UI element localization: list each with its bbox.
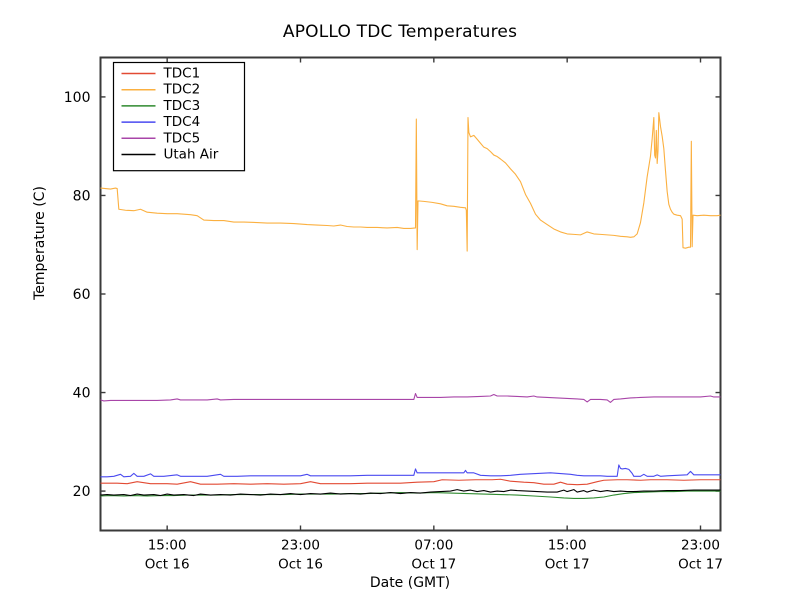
x-axis-ticks: 15:00 Oct 16 23:00 Oct 16 07:00 Oct 17 15:00 Oc…: [145, 57, 723, 573]
data-series-group: [100, 112, 721, 500]
y-tick-label: 80: [73, 188, 91, 204]
x-tick-date-label: Oct 17: [678, 557, 723, 573]
y-axis-ticks: 20 40 60 80 100: [64, 90, 721, 500]
series-line-tdc4: [100, 464, 721, 478]
x-tick-date-label: Oct 17: [411, 557, 456, 573]
series-line-tdc5: [100, 392, 721, 403]
x-tick-time-label: 07:00: [414, 538, 453, 554]
x-tick-date-label: Oct 16: [145, 557, 190, 573]
legend-label-tdc4: TDC4: [163, 114, 201, 130]
series-line-utah-air: [100, 489, 721, 497]
y-tick-label: 60: [73, 287, 91, 303]
x-tick-time-label: 23:00: [281, 538, 320, 554]
y-tick-label: 40: [73, 386, 91, 402]
x-axis-label: Date (GMT): [369, 575, 451, 591]
y-tick-label: 20: [73, 484, 91, 500]
series-line-tdc2: [100, 112, 721, 252]
x-tick-time-label: 15:00: [148, 538, 187, 554]
x-tick-time-label: 15:00: [548, 538, 587, 554]
legend-label-tdc3: TDC3: [163, 98, 201, 114]
x-tick-time-label: 23:00: [681, 538, 720, 554]
legend-label-utah-air: Utah Air: [164, 147, 219, 163]
series-line-tdc1: [100, 478, 721, 486]
legend-label-tdc2: TDC2: [163, 82, 201, 98]
x-tick-date-label: Oct 16: [278, 557, 323, 573]
legend-label-tdc1: TDC1: [163, 66, 201, 82]
y-tick-label: 100: [64, 90, 91, 106]
legend-label-tdc5: TDC5: [163, 130, 201, 146]
x-tick-date-label: Oct 17: [545, 557, 590, 573]
page-title: APOLLO TDC Temperatures: [282, 22, 518, 42]
